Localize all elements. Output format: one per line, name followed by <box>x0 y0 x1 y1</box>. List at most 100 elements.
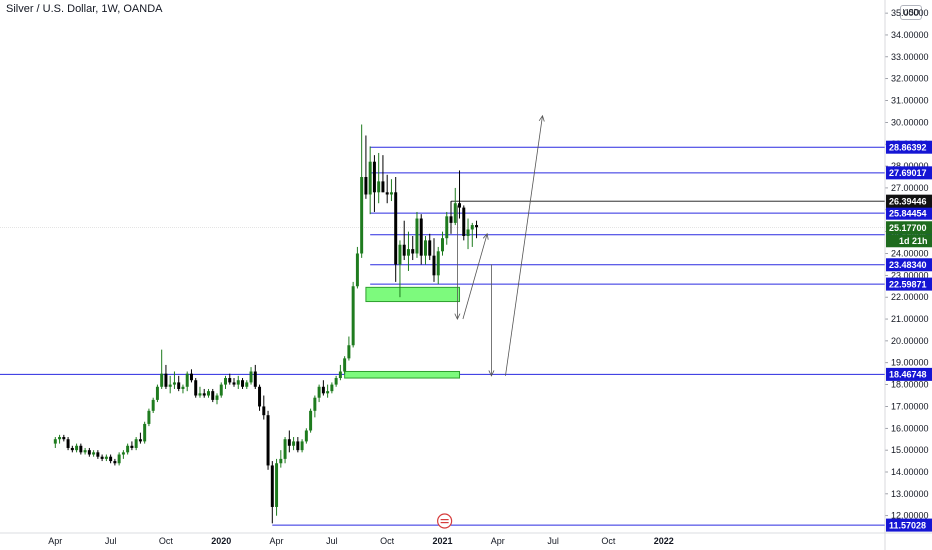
candle-body <box>432 255 436 276</box>
candle-body <box>415 218 419 254</box>
candle-body <box>453 203 457 223</box>
price-badge <box>886 367 932 381</box>
x-tick-label: Apr <box>48 536 62 546</box>
price-badge <box>886 206 932 220</box>
y-tick-label: 20.00000 <box>891 336 929 346</box>
flag-icon <box>437 513 453 529</box>
candle-body <box>126 445 130 453</box>
candle-body <box>211 391 215 400</box>
candle-body <box>360 177 364 254</box>
price-badge <box>886 166 932 180</box>
candle-body <box>436 251 440 276</box>
candle-body <box>279 458 283 464</box>
candle-body <box>326 391 330 394</box>
support-zones[interactable] <box>344 286 461 379</box>
y-tick-label: 17.00000 <box>891 401 929 411</box>
candle-body <box>364 177 368 195</box>
countdown-label: 1d 21h <box>899 236 928 246</box>
horizontal-levels[interactable] <box>0 146 885 526</box>
x-tick-label: Jul <box>326 536 338 546</box>
candle-body <box>296 441 300 451</box>
candle-body <box>194 380 198 396</box>
candle-body <box>241 380 245 387</box>
candle-body <box>83 450 87 453</box>
y-tick-label: 24.00000 <box>891 248 929 258</box>
price-badge <box>886 194 932 208</box>
candle-body <box>381 181 385 193</box>
candle-body <box>219 384 223 396</box>
candle-body <box>79 445 83 453</box>
candle-body <box>104 456 108 459</box>
candle-body <box>343 358 347 372</box>
x-tick-label: Apr <box>270 536 284 546</box>
candle-body <box>206 391 210 396</box>
price-badge-label: 18.46748 <box>889 370 927 380</box>
price-badge-label: 28.86392 <box>889 142 927 152</box>
price-badges: 28.8639227.6901725.8445424.8590623.48340… <box>886 140 932 532</box>
candle-body <box>202 393 206 396</box>
candle-body <box>134 439 138 448</box>
price-badge-label: 27.69017 <box>889 168 927 178</box>
candle-body <box>121 452 125 455</box>
candle-body <box>249 371 253 383</box>
x-tick-label: 2021 <box>432 536 452 546</box>
candle-body <box>117 454 121 464</box>
candle-body <box>449 216 453 223</box>
candle-body <box>389 192 393 195</box>
x-tick-label: 2022 <box>654 536 674 546</box>
price-badge-label: 11.57028 <box>889 520 926 530</box>
candle-body <box>385 192 389 195</box>
candle-body <box>130 445 134 448</box>
candle-body <box>245 382 249 387</box>
y-tick-label: 21.00000 <box>891 314 929 324</box>
candle-body <box>164 373 168 387</box>
candle-body <box>313 397 317 411</box>
candle-body <box>253 371 257 387</box>
price-badge-label: 25.84454 <box>889 208 927 218</box>
candle-body <box>368 161 372 195</box>
chart-title: Silver / U.S. Dollar, 1W, OANDA <box>6 3 163 15</box>
arrow-head <box>538 114 545 122</box>
projection-arrows[interactable] <box>454 114 545 377</box>
candle-body <box>177 382 181 389</box>
candle-body <box>100 456 104 459</box>
candle-body <box>147 410 151 424</box>
candle-body <box>419 218 423 256</box>
candle-body <box>300 441 304 451</box>
candle-body <box>181 386 185 389</box>
candle-body <box>109 456 113 462</box>
candle-body <box>224 378 227 385</box>
support-zone <box>344 370 461 379</box>
candle-body <box>275 463 279 507</box>
y-tick-label: 16.00000 <box>891 423 929 433</box>
arrow-head <box>482 232 489 240</box>
candle-body <box>236 380 240 385</box>
candle-body <box>347 345 351 359</box>
candle-body <box>355 253 359 287</box>
candle-body <box>321 386 325 394</box>
price-badge <box>886 221 932 235</box>
candle-body <box>270 465 274 507</box>
candle-body <box>58 437 62 440</box>
price-badge-label: 23.48340 <box>889 260 927 270</box>
y-tick-label: 32.00000 <box>891 74 929 84</box>
y-tick-label: 33.00000 <box>891 52 929 62</box>
y-tick-label: 35.00000 <box>891 8 929 18</box>
y-tick-label: 34.00000 <box>891 30 929 40</box>
y-tick-label: 28.00000 <box>891 161 929 171</box>
currency-button[interactable]: USD <box>900 5 922 20</box>
candle-body <box>266 415 270 466</box>
arrow-line <box>505 115 543 376</box>
candle-body <box>168 384 172 387</box>
candle-body <box>258 386 262 407</box>
candle-body <box>92 452 96 455</box>
price-badge-label: 26.39446 <box>889 196 927 206</box>
y-tick-label: 30.00000 <box>891 117 929 127</box>
candle-body <box>394 192 398 265</box>
candle-body <box>304 430 308 442</box>
candle-body <box>155 386 159 400</box>
candle-body <box>283 439 287 459</box>
candle-body <box>292 441 296 446</box>
